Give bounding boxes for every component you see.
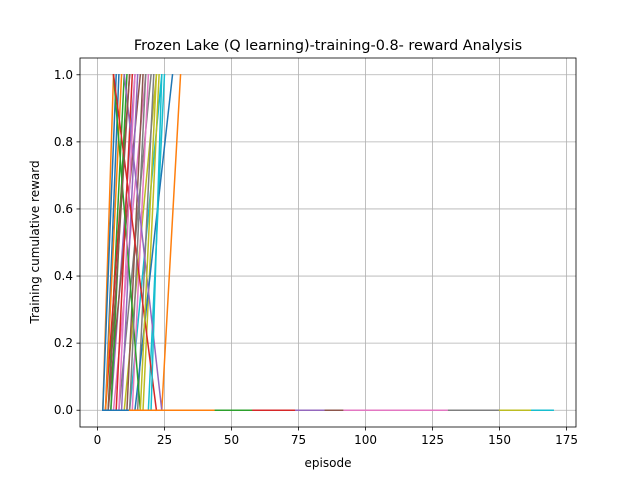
y-tick-label: 0.6 <box>54 202 73 216</box>
y-tick-label: 0.2 <box>54 336 73 350</box>
series-line <box>131 73 150 412</box>
series-line <box>102 73 117 412</box>
x-tick-label: 50 <box>224 433 239 447</box>
x-tick-label: 75 <box>291 433 306 447</box>
y-tick-label: 0.4 <box>54 269 73 283</box>
chart-title: Frozen Lake (Q learning)-training-0.8- r… <box>134 38 522 54</box>
y-axis-label: Training cumulative reward <box>28 160 42 324</box>
series-line <box>104 73 123 412</box>
series-line <box>136 73 155 412</box>
plot-frame <box>79 57 577 428</box>
x-tick-label: 175 <box>555 433 578 447</box>
series-line <box>150 73 163 412</box>
x-tick-label: 0 <box>94 433 102 447</box>
series-line <box>107 73 131 412</box>
axes-layer: 0 25 50 75 100 125 150 175 0.0 0.2 0.4 0.6 0.8 1.0 <box>54 57 578 447</box>
series-line <box>160 73 182 412</box>
series-line <box>134 73 174 412</box>
series-line <box>107 73 126 412</box>
x-tick-label: 25 <box>157 433 172 447</box>
series-line <box>123 73 163 412</box>
series-line <box>139 73 158 412</box>
series-line <box>120 73 139 412</box>
series-line <box>142 73 160 412</box>
x-tick-label: 100 <box>354 433 377 447</box>
x-tick-label: 125 <box>421 433 444 447</box>
y-tick-label: 0.8 <box>54 135 73 149</box>
series-line <box>118 73 136 412</box>
series-line <box>112 73 158 412</box>
y-tick-label: 0.0 <box>54 403 73 417</box>
x-axis-label: episode <box>305 456 352 470</box>
y-tick-label: 1.0 <box>54 68 73 82</box>
series-line <box>115 73 134 412</box>
series-line <box>128 73 147 412</box>
grid-layer <box>80 58 576 427</box>
series-layer <box>102 73 554 412</box>
x-tick-label: 150 <box>488 433 511 447</box>
